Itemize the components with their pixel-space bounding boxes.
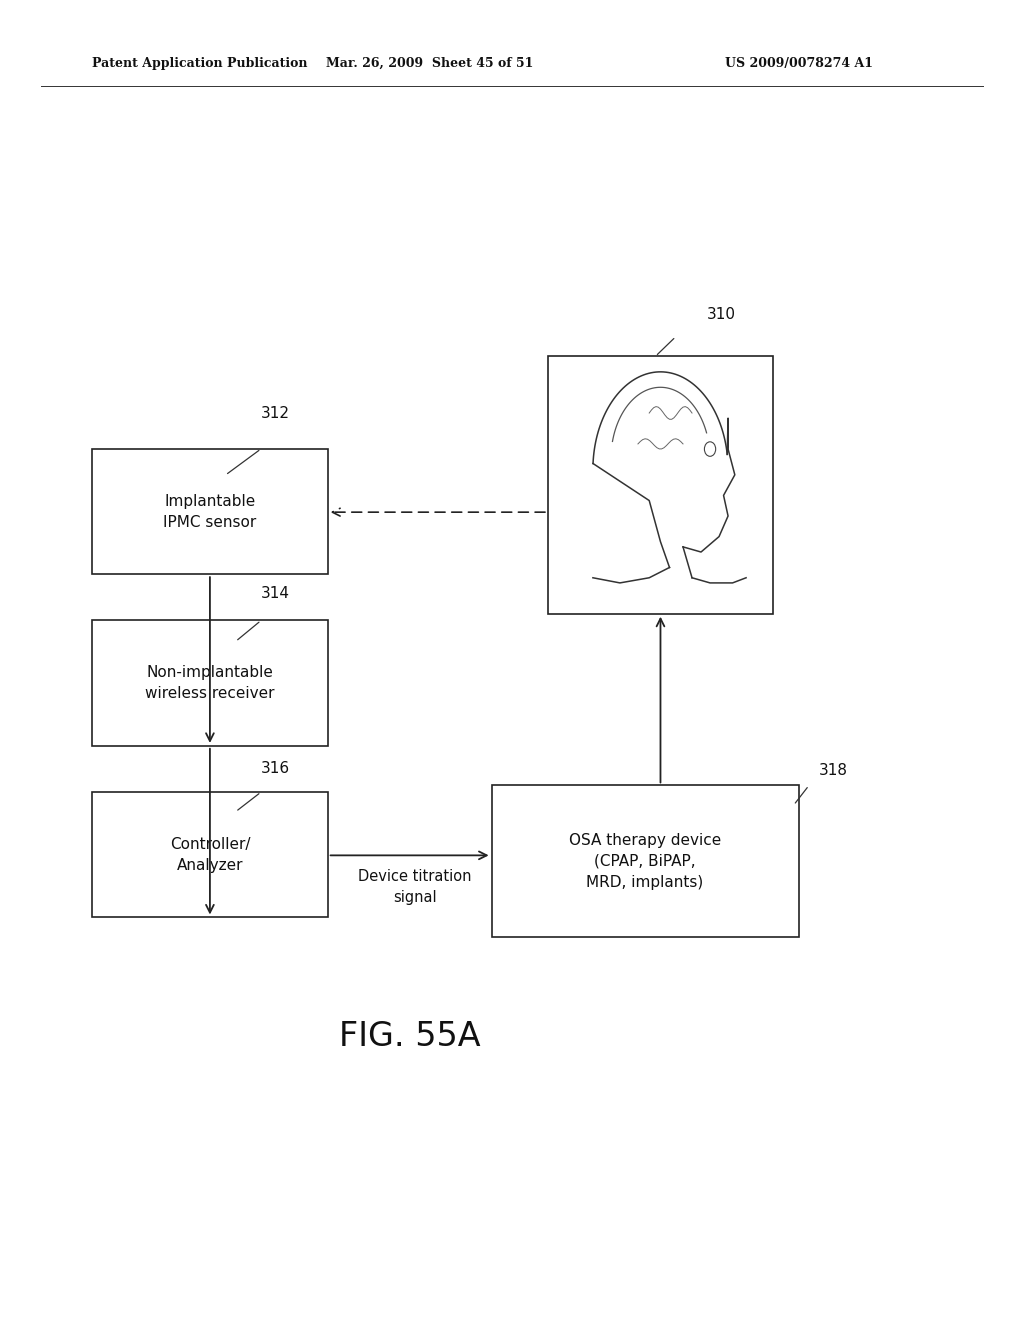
- Text: 314: 314: [261, 586, 290, 602]
- Text: FIG. 55A: FIG. 55A: [339, 1019, 480, 1053]
- Text: 318: 318: [819, 763, 848, 779]
- Text: 310: 310: [707, 306, 735, 322]
- FancyBboxPatch shape: [548, 356, 773, 614]
- Text: Patent Application Publication: Patent Application Publication: [92, 57, 307, 70]
- Text: Device titration
signal: Device titration signal: [358, 869, 471, 906]
- Text: Implantable
IPMC sensor: Implantable IPMC sensor: [163, 494, 257, 529]
- Text: Non-implantable
wireless receiver: Non-implantable wireless receiver: [145, 665, 274, 701]
- Text: 312: 312: [261, 405, 290, 421]
- FancyBboxPatch shape: [492, 785, 799, 937]
- Text: Mar. 26, 2009  Sheet 45 of 51: Mar. 26, 2009 Sheet 45 of 51: [327, 57, 534, 70]
- FancyBboxPatch shape: [92, 449, 328, 574]
- Text: US 2009/0078274 A1: US 2009/0078274 A1: [725, 57, 872, 70]
- Text: 316: 316: [261, 760, 290, 776]
- Text: Controller/
Analyzer: Controller/ Analyzer: [170, 837, 250, 873]
- Text: OSA therapy device
(CPAP, BiPAP,
MRD, implants): OSA therapy device (CPAP, BiPAP, MRD, im…: [569, 833, 721, 890]
- FancyBboxPatch shape: [92, 792, 328, 917]
- FancyBboxPatch shape: [92, 620, 328, 746]
